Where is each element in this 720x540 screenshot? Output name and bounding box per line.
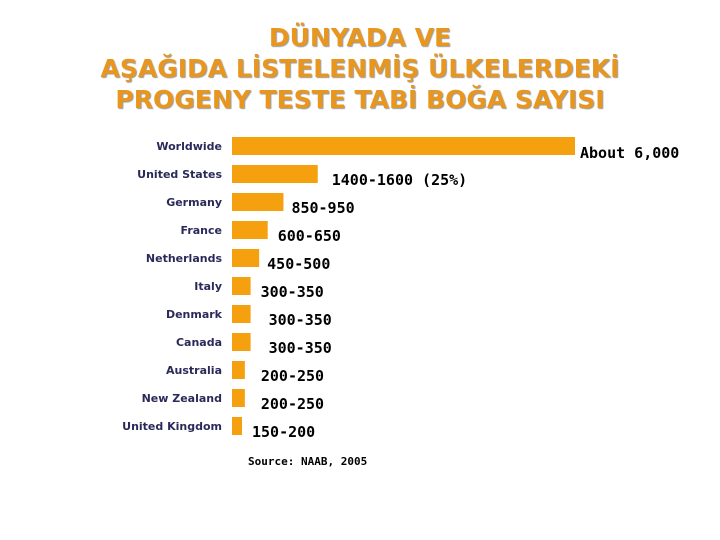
- category-label: France: [181, 224, 222, 237]
- bar: [232, 361, 245, 379]
- bar: [232, 221, 268, 239]
- bar: [232, 389, 245, 407]
- title-line-1: DÜNYADA VE: [268, 23, 452, 52]
- bar: [232, 193, 284, 211]
- bar: [232, 137, 575, 155]
- value-label: 150-200: [252, 423, 315, 441]
- category-label: United States: [137, 168, 222, 181]
- bars-group: Worldwide About 6,000 United States 1400-16…: [122, 137, 679, 441]
- bar: [232, 249, 260, 267]
- category-label: Germany: [166, 196, 222, 209]
- chart-title: DÜNYADA VE AŞAĞIDA LİSTELENMİŞ ÜLKELERDE…: [0, 22, 720, 115]
- bar: [232, 277, 251, 295]
- value-label: 850-950: [291, 199, 354, 217]
- category-label: Worldwide: [156, 140, 222, 153]
- title-line-2: AŞAĞIDA LİSTELENMİŞ ÜLKELERDEKİ: [100, 54, 620, 83]
- value-label: 300-350: [269, 311, 332, 329]
- category-label: United Kingdom: [122, 420, 222, 433]
- category-label: Canada: [176, 336, 222, 349]
- category-label: Australia: [166, 364, 222, 377]
- value-label: 200-250: [261, 367, 324, 385]
- title-line-3: PROGENY TESTE TABİ BOĞA SAYISI: [115, 85, 605, 114]
- value-label: 600-650: [278, 227, 341, 245]
- value-label: 300-350: [269, 339, 332, 357]
- bar: [232, 333, 251, 351]
- value-label: About 6,000: [580, 144, 679, 162]
- bar: [232, 417, 243, 435]
- value-label: 300-350: [261, 283, 324, 301]
- value-label: 1400-1600 (25%): [332, 171, 467, 189]
- category-label: New Zealand: [142, 392, 222, 405]
- bar: [232, 165, 318, 183]
- category-label: Netherlands: [146, 252, 223, 265]
- value-label: 450-500: [267, 255, 330, 273]
- source-note: Source: NAAB, 2005: [248, 455, 367, 468]
- bar: [232, 305, 251, 323]
- category-label: Italy: [194, 280, 222, 293]
- category-label: Denmark: [166, 308, 223, 321]
- value-label: 200-250: [261, 395, 324, 413]
